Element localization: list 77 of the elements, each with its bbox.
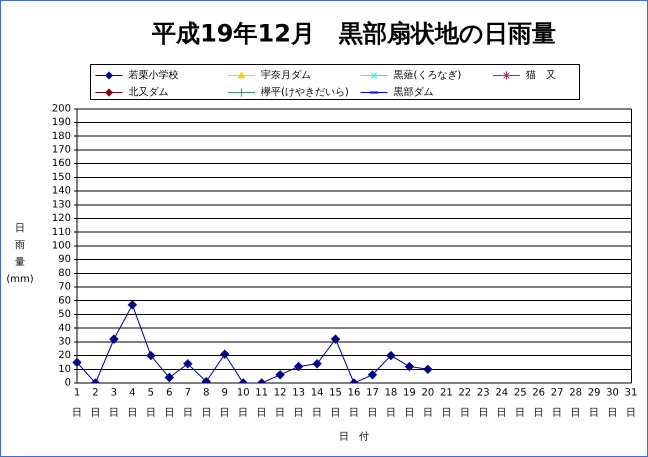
x-tick-label: 29 日	[588, 388, 600, 419]
y-tick-label: 70	[58, 282, 71, 293]
x-tick-label: 14 日	[310, 388, 324, 419]
point	[386, 351, 396, 360]
x-tick-label: 4 日	[127, 388, 138, 419]
point	[423, 364, 432, 374]
point	[294, 362, 304, 372]
legend-label: 宇奈月ダム	[261, 69, 311, 82]
x-tick-label: 20 日	[422, 388, 434, 419]
point	[220, 350, 230, 359]
y-tick-label: 180	[52, 130, 71, 142]
x-tick-label: 3 日	[108, 388, 119, 419]
y-tick-label: 60	[58, 295, 71, 306]
x-tick-label: 15 日	[329, 388, 342, 419]
point	[109, 334, 118, 344]
x-tick-label: 16 日	[348, 388, 360, 419]
y-tick-label: 150	[52, 172, 71, 183]
y-tick-label: 20	[58, 350, 71, 362]
x-tick-label: 21 日	[440, 388, 453, 419]
y-tick-label: 40	[58, 322, 71, 334]
y-tick-label: 200	[52, 103, 71, 114]
x-tick-label: 5 日	[146, 388, 156, 419]
y-tick-label: 90	[58, 254, 71, 266]
point	[164, 373, 174, 382]
x-tick-label: 30 日	[606, 388, 619, 419]
x-tick-label: 19 日	[403, 388, 416, 419]
legend-label: 黒薙(くろなぎ)	[394, 69, 462, 82]
x-tick-label: 22 日	[458, 388, 472, 419]
y-axis-title: 日雨量(mm)	[6, 222, 34, 285]
point	[331, 334, 340, 344]
y-tick-label: 50	[58, 309, 71, 320]
y-tick-label: 80	[58, 268, 71, 279]
point	[312, 359, 322, 368]
x-axis-title: 日 付	[339, 432, 369, 443]
x-tick-label: 2 日	[90, 388, 100, 419]
legend-label: 欅平(けやきだいら)	[261, 86, 349, 98]
y-tick-label: 30	[58, 336, 71, 348]
legend-label: 北又ダム	[128, 86, 168, 98]
legend-label: 黒部ダム	[394, 86, 434, 98]
y-tick-label: 170	[52, 144, 71, 156]
point	[276, 370, 285, 380]
x-tick-label: 23 日	[476, 388, 490, 419]
y-tick-label: 160	[52, 158, 71, 170]
y-tick-label: 130	[52, 199, 71, 210]
x-tick-label: 7 日	[182, 388, 193, 419]
y-tick-label: 0	[64, 378, 71, 389]
x-tick-label: 12 日	[274, 388, 286, 419]
x-tick-label: 28 日	[569, 388, 582, 419]
x-tick-label: 11 日	[255, 388, 268, 419]
point	[128, 300, 137, 310]
x-tick-label: 27 日	[550, 388, 564, 419]
x-tick-label: 26 日	[532, 388, 546, 419]
x-tick-label: 18 日	[384, 388, 398, 419]
y-tick-label: 10	[58, 364, 71, 375]
point	[183, 359, 192, 368]
y-tick-label: 110	[52, 226, 71, 238]
x-tick-label: 9 日	[220, 388, 230, 419]
point	[72, 358, 82, 367]
x-tick-label: 8 日	[201, 388, 212, 419]
point	[146, 351, 156, 360]
y-tick-label: 140	[52, 186, 71, 197]
chart-title: 平成19年12月 黒部扇状地の日雨量	[151, 20, 556, 48]
x-tick-label: 1 日	[72, 388, 82, 419]
x-tick-label: 25 日	[514, 388, 527, 419]
x-tick-label: 31 日	[624, 388, 638, 419]
point	[404, 362, 414, 372]
y-tick-label: 190	[52, 117, 71, 128]
y-tick-label: 120	[52, 213, 71, 224]
x-tick-label: 10 日	[236, 388, 250, 419]
legend-label: 若栗小学校	[128, 69, 178, 82]
legend-label: 猫 又	[526, 70, 556, 82]
x-tick-label: 13 日	[292, 388, 305, 419]
y-tick-label: 100	[52, 240, 71, 252]
x-tick-label: 24 日	[495, 388, 508, 419]
x-tick-label: 17 日	[366, 388, 379, 419]
point	[368, 370, 377, 380]
x-tick-label: 6 日	[164, 388, 174, 419]
